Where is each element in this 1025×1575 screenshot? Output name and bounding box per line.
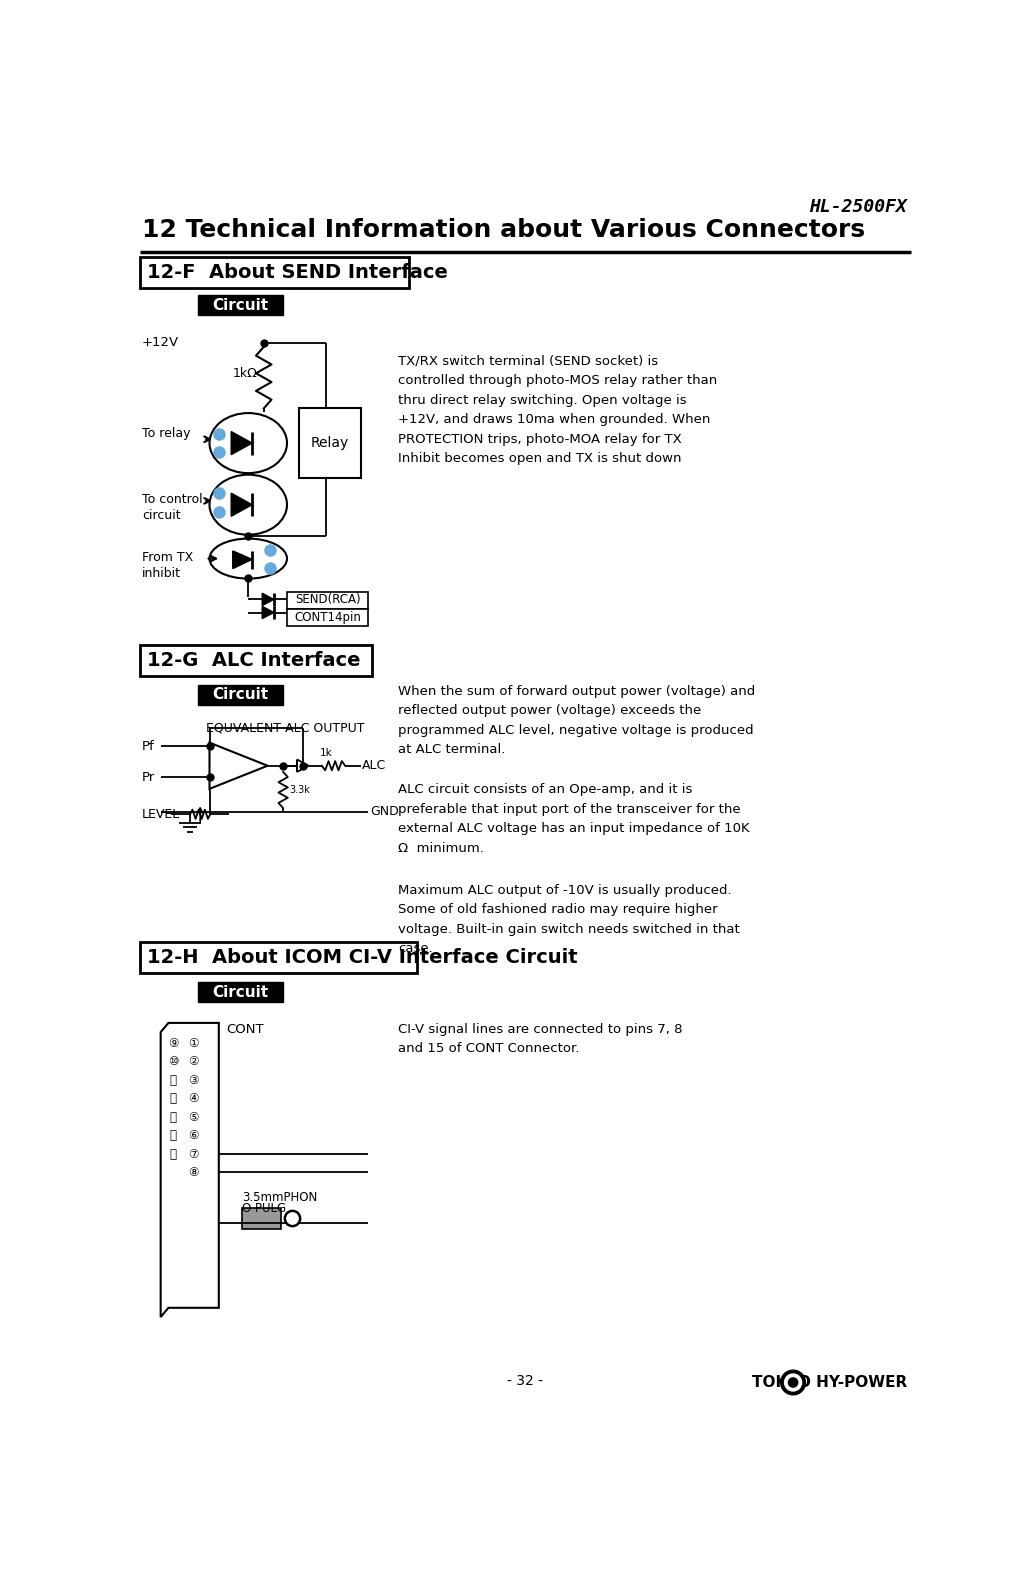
Bar [198,685,283,706]
Bar [242,1208,281,1228]
Text: ⑮: ⑮ [169,1148,176,1161]
Text: SEND(RCA): SEND(RCA) [295,592,361,606]
Polygon shape [161,1022,218,1317]
Circle shape [784,1373,802,1391]
Text: 3.5mmPHON: 3.5mmPHON [242,1191,318,1203]
Bar [139,644,372,676]
Polygon shape [233,551,252,569]
Bar [298,408,361,477]
Text: CONT: CONT [227,1022,264,1036]
Text: ⑥: ⑥ [188,1129,199,1142]
Text: LEVEL: LEVEL [142,808,180,821]
Text: ⑬: ⑬ [169,1110,176,1123]
Bar [139,257,409,288]
Text: 1k: 1k [320,748,333,759]
Text: ④: ④ [188,1091,199,1106]
Text: EQUVALENT ALC OUTPUT: EQUVALENT ALC OUTPUT [206,721,364,736]
Text: ⑪: ⑪ [169,1074,176,1087]
Ellipse shape [209,413,287,472]
Text: ③: ③ [188,1074,199,1087]
Text: Pf: Pf [142,740,155,753]
Text: Pr: Pr [142,770,156,784]
Polygon shape [209,743,268,789]
Ellipse shape [209,474,287,536]
Text: CI-V signal lines are connected to pins 7, 8
and 15 of CONT Connector.: CI-V signal lines are connected to pins … [398,1022,683,1055]
Bar [287,592,368,608]
Text: ⑧: ⑧ [188,1166,199,1180]
Bar [198,983,283,1002]
Text: Relay: Relay [311,436,348,450]
Polygon shape [232,432,252,455]
Text: ⑫: ⑫ [169,1091,176,1106]
Text: CONT14pin: CONT14pin [294,611,362,624]
Polygon shape [232,493,252,517]
Text: - 32 -: - 32 - [507,1373,543,1388]
Text: 3.3k: 3.3k [289,784,311,795]
Text: ALC: ALC [362,759,386,772]
Text: TOKYO HY-POWER: TOKYO HY-POWER [751,1375,907,1391]
Text: ⑤: ⑤ [188,1110,199,1123]
Text: 12 Technical Information about Various Connectors: 12 Technical Information about Various C… [142,219,865,243]
Text: ⑭: ⑭ [169,1129,176,1142]
Circle shape [781,1370,806,1395]
Text: ②: ② [188,1055,199,1068]
Text: 12-F  About SEND Interface: 12-F About SEND Interface [147,263,448,282]
Text: To relay: To relay [142,427,191,441]
Text: GND: GND [370,805,399,819]
Polygon shape [262,594,274,605]
Text: Circuit: Circuit [212,687,269,702]
Text: O PULG: O PULG [242,1202,286,1214]
Text: TX/RX switch terminal (SEND socket) is
controlled through photo-MOS relay rather: TX/RX switch terminal (SEND socket) is c… [398,354,718,465]
Text: ⑩: ⑩ [168,1055,178,1068]
Bar [198,295,283,315]
Text: To control
circuit: To control circuit [142,493,203,523]
Text: 1kΩ: 1kΩ [233,367,257,380]
Text: 12-H  About ICOM CI-V Interface Circuit: 12-H About ICOM CI-V Interface Circuit [147,948,577,967]
Text: ⑦: ⑦ [188,1148,199,1161]
Text: +12V: +12V [142,337,179,350]
Circle shape [788,1378,797,1388]
Polygon shape [262,606,274,619]
Text: ①: ① [188,1036,199,1051]
Text: Circuit: Circuit [212,298,269,313]
Bar [139,942,417,973]
Text: ⑨: ⑨ [168,1036,178,1051]
Text: ALC circuit consists of an Ope-amp, and it is
preferable that input port of the : ALC circuit consists of an Ope-amp, and … [398,783,749,855]
Ellipse shape [209,539,287,578]
Text: HL-2500FX: HL-2500FX [809,198,907,216]
Text: From TX
inhibit: From TX inhibit [142,551,194,580]
Text: Maximum ALC output of -10V is usually produced.
Some of old fashioned radio may : Maximum ALC output of -10V is usually pr… [398,884,740,954]
Bar [287,608,368,625]
Polygon shape [297,759,309,772]
Text: Circuit: Circuit [212,984,269,1000]
Text: When the sum of forward output power (voltage) and
reflected output power (volta: When the sum of forward output power (vo… [398,685,755,756]
Text: 12-G  ALC Interface: 12-G ALC Interface [147,650,360,669]
